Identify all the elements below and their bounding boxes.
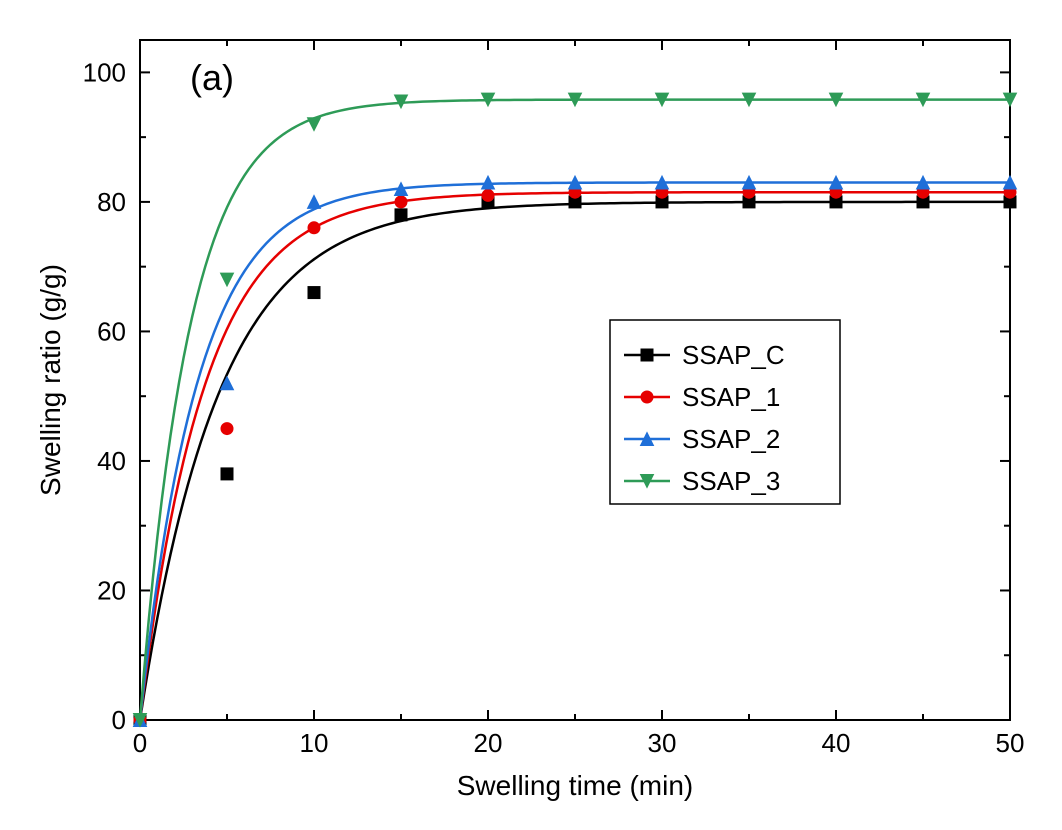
panel-label: (a) [190, 57, 234, 98]
marker-square [308, 287, 320, 299]
legend-label: SSAP_2 [682, 424, 780, 454]
x-tick-label: 0 [133, 728, 147, 758]
marker-circle [395, 196, 407, 208]
x-tick-label: 50 [996, 728, 1025, 758]
plot-frame [140, 40, 1010, 720]
marker-triangle-down [221, 273, 234, 286]
x-tick-label: 20 [474, 728, 503, 758]
marker-triangle-up [308, 195, 321, 208]
legend-label: SSAP_C [682, 340, 785, 370]
x-tick-label: 10 [300, 728, 329, 758]
marker-square [221, 468, 233, 480]
marker-square [395, 209, 407, 221]
marker-triangle-down [308, 118, 321, 131]
swelling-ratio-chart: 0 10 20 30 40 50 0 20 40 60 80 100 Swelling time (mi… [0, 0, 1062, 830]
y-tick-label: 100 [83, 57, 126, 87]
y-tick-label: 40 [97, 446, 126, 476]
marker-square [641, 349, 653, 361]
x-tick-label: 30 [648, 728, 677, 758]
marker-circle [308, 222, 320, 234]
legend-label: SSAP_1 [682, 382, 780, 412]
y-tick-label: 80 [97, 187, 126, 217]
marker-circle [641, 391, 653, 403]
x-tick-label: 40 [822, 728, 851, 758]
y-tick-label: 20 [97, 575, 126, 605]
series-line-0 [140, 202, 1010, 720]
marker-circle [221, 423, 233, 435]
chart-container: 0 10 20 30 40 50 0 20 40 60 80 100 Swelling time (mi… [0, 0, 1062, 830]
y-tick-label: 60 [97, 316, 126, 346]
x-axis-label: Swelling time (min) [457, 770, 694, 801]
marker-circle [482, 189, 494, 201]
series-line-1 [140, 192, 1010, 720]
legend-label: SSAP_3 [682, 466, 780, 496]
y-axis-label: Swelling ratio (g/g) [35, 264, 66, 496]
y-tick-label: 0 [112, 705, 126, 735]
